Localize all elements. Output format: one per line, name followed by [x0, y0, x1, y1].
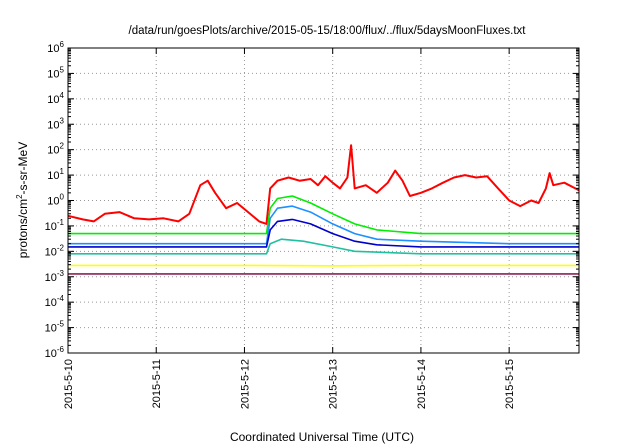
x-axis-label: Coordinated Universal Time (UTC): [230, 430, 414, 444]
y-tick-exp: -5: [57, 320, 65, 329]
y-axis-label-post: -s-sr-MeV: [16, 142, 30, 195]
y-tick-label: 10-2: [45, 243, 65, 258]
x-tick-label: 2015-5-11: [151, 359, 163, 408]
y-tick-exp: 1: [60, 167, 65, 176]
y-tick-base: 10: [45, 297, 57, 309]
y-tick-label: 106: [47, 40, 64, 55]
y-tick-label: 102: [47, 142, 64, 157]
y-tick-exp: 0: [60, 193, 65, 202]
series-line-2: [68, 195, 579, 235]
y-tick-base: 10: [45, 272, 57, 284]
y-tick-exp: -3: [57, 269, 65, 278]
y-tick-base: 10: [45, 348, 57, 360]
y-tick-exp: 3: [60, 116, 65, 125]
y-axis-label-pre: protons/cm: [16, 199, 30, 258]
x-tick-label: 2015-5-14: [416, 359, 428, 409]
series-line-3: [68, 205, 579, 245]
y-tick-base: 10: [47, 145, 59, 157]
y-tick-base: 10: [47, 68, 59, 80]
series-line-4: [68, 218, 579, 248]
y-tick-exp: -6: [57, 345, 65, 354]
y-tick-base: 10: [45, 323, 57, 335]
x-tick-label: 2015-5-12: [239, 359, 251, 409]
y-tick-label: 10-6: [45, 345, 65, 360]
y-tick-exp: 2: [60, 142, 65, 151]
y-tick-label: 101: [47, 167, 64, 182]
series-layer: [67, 144, 580, 275]
y-tick-exp: -1: [57, 218, 65, 227]
x-tick-label: 2015-5-15: [504, 359, 516, 409]
y-tick-exp: 4: [60, 91, 65, 100]
y-tick-label: 103: [47, 116, 64, 131]
y-tick-label: 10-1: [45, 218, 65, 233]
y-tick-base: 10: [47, 94, 59, 106]
y-tick-base: 10: [47, 196, 59, 208]
y-tick-base: 10: [47, 170, 59, 182]
y-tick-exp: -4: [57, 294, 65, 303]
y-tick-label: 10-4: [45, 294, 65, 309]
y-tick-base: 10: [45, 246, 57, 258]
grid-lines: [68, 48, 579, 353]
series-line-1: [67, 144, 580, 225]
y-tick-exp: -2: [57, 243, 65, 252]
y-tick-base: 10: [47, 119, 59, 131]
x-ticks: 2015-5-10 2015-5-11 2015-5-12 2015-5-13 2015…: [63, 48, 516, 409]
y-tick-label: 10-3: [45, 269, 65, 284]
y-axis-label-sup: 2: [15, 194, 24, 199]
y-tick-label: 105: [47, 65, 64, 80]
y-tick-base: 10: [47, 43, 59, 55]
chart-title: /data/run/goesPlots/archive/2015-05-15/1…: [129, 25, 527, 37]
y-tick-label: 10-5: [45, 320, 65, 335]
y-tick-label: 104: [47, 91, 64, 106]
y-tick-label: 100: [47, 193, 64, 208]
y-axis-label: protons/cm2-s-sr-MeV: [15, 142, 30, 258]
y-tick-exp: 6: [60, 40, 65, 49]
x-tick-label: 2015-5-13: [328, 359, 340, 409]
x-tick-label: 2015-5-10: [63, 359, 75, 409]
y-ticks: 10-610-510-410-310-210-11001011021031041…: [45, 40, 579, 360]
y-tick-exp: 5: [60, 65, 65, 74]
series-line-5: [68, 238, 579, 255]
y-tick-base: 10: [45, 221, 57, 233]
